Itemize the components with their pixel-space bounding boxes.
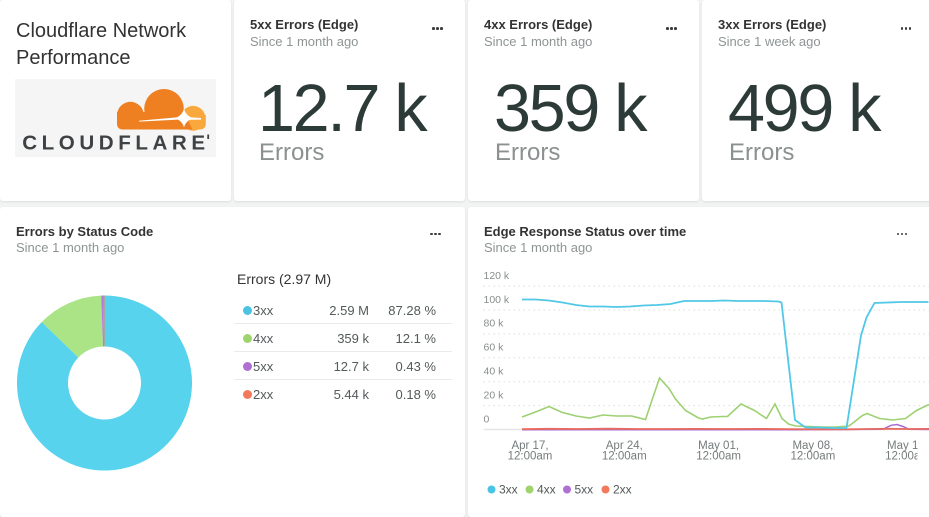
svg-text:120 k: 120 k [484,269,510,281]
svg-text:20 k: 20 k [484,389,505,401]
svg-text:4xx: 4xx [537,482,556,496]
svg-text:60 k: 60 k [484,341,505,353]
svg-text:100 k: 100 k [484,293,510,305]
svg-text:80 k: 80 k [484,317,505,329]
svg-text:12:00am: 12:00am [791,450,836,462]
svg-text:0: 0 [484,413,490,425]
svg-text:2xx: 2xx [613,482,632,496]
svg-text:12:00am: 12:00am [696,450,741,462]
svg-text:5xx: 5xx [575,482,594,496]
svg-text:CLOUDFLARE: CLOUDFLARE [22,131,209,154]
svg-text:3xx: 3xx [499,482,518,496]
svg-text:12:00am: 12:00am [602,450,647,462]
svg-text:12:00am: 12:00am [508,450,553,462]
svg-text:40 k: 40 k [484,365,505,377]
